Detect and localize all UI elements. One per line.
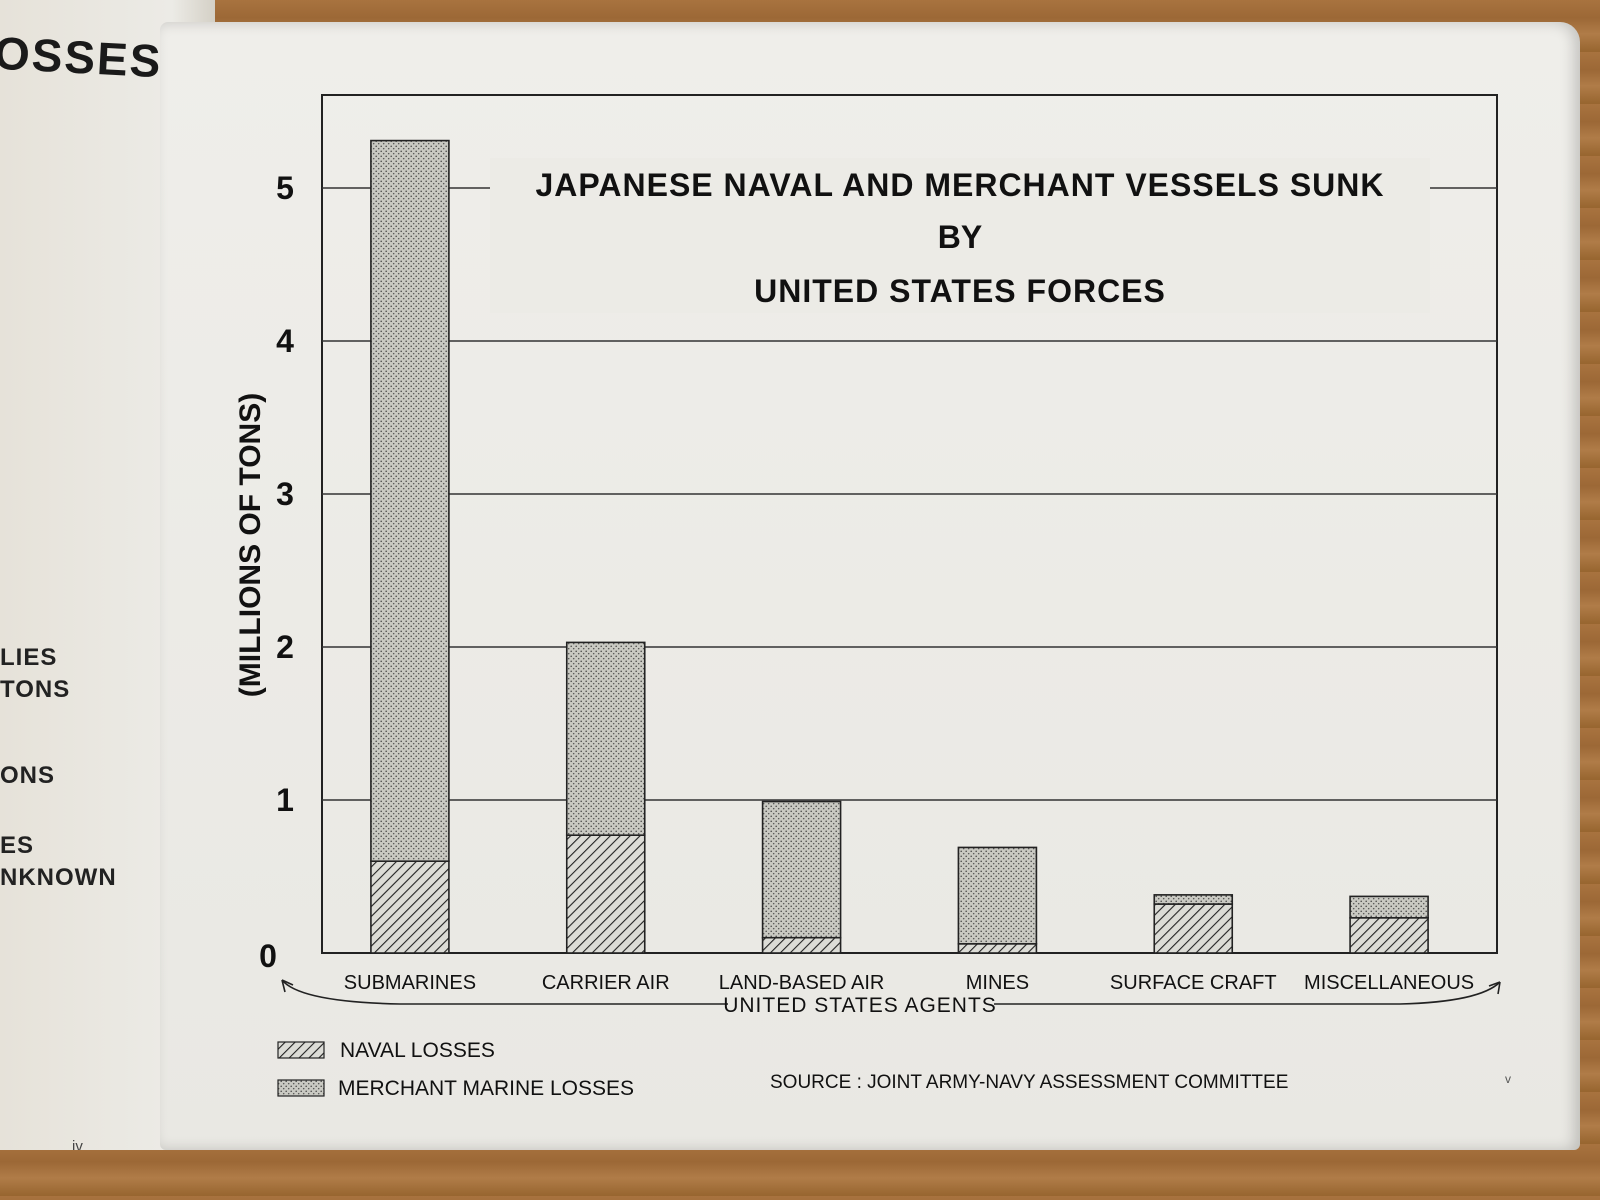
left-page-fragment: ONS [0,762,56,789]
x-axis-arrow-left [281,979,728,1005]
x-tick-label: CARRIER AIR [542,972,670,994]
chart-title-line-2: BY [938,219,982,255]
y-axis-label: (MILLIONS OF TONS) [234,393,267,697]
left-page-fragment: NKNOWN [0,864,117,891]
left-page-fragment: LIES [0,644,58,671]
x-axis-arrow-right [994,981,1501,1005]
x-tick-label: MISCELLANEOUS [1304,972,1474,994]
bar-merchant [761,800,842,939]
source-note: SOURCE : JOINT ARMY-NAVY ASSESSMENT COMM… [770,1072,1288,1093]
x-tick-label: SURFACE CRAFT [1110,972,1277,994]
legend-label-merchant: MERCHANT MARINE LOSSES [338,1077,634,1100]
bars [370,139,1429,954]
y-tick-label: 2 [276,629,294,665]
bar-merchant [1349,895,1429,919]
x-axis-label: UNITED STATES AGENTS [723,994,997,1017]
y-tick-label: 4 [276,323,294,359]
bar-naval [1349,917,1429,954]
legend-swatch-naval [277,1041,325,1059]
bar-naval [957,943,1038,954]
left-page-fragment: ES [0,832,35,859]
chart-title-line-1: JAPANESE NAVAL AND MERCHANT VESSELS SUNK [536,167,1385,203]
x-tick-label: MINES [966,972,1029,994]
right-page-number: v [1505,1072,1511,1086]
bar-merchant [1153,894,1234,905]
title-backdrop [490,158,1430,313]
legend-swatch-merchant [277,1079,325,1097]
bar-merchant [370,139,450,863]
arrow-head-left-icon [281,979,294,993]
left-page-number: iv [72,1138,83,1150]
x-tick-label: SUBMARINES [344,972,476,994]
arrow-head-right-icon [1488,981,1501,995]
left-page-fragment: TONS [0,676,71,703]
bar-naval [565,834,646,954]
x-tick-label: LAND-BASED AIR [719,972,885,994]
plot-frame [321,94,1498,954]
bar-merchant [957,846,1038,945]
bar-naval [761,936,842,954]
bar-naval [1153,903,1234,954]
x-tick-labels: SUBMARINES CARRIER AIR LAND-BASED AIR MINES… [344,972,1474,994]
chart-title-line-3: UNITED STATES FORCES [754,273,1166,309]
y-tick-label: 5 [276,170,294,206]
y-tick-labels: 0 1 2 3 4 5 [259,170,294,974]
y-tick-label: 0 [259,938,277,974]
bar-naval [370,860,450,954]
y-tick-label: 3 [276,476,294,512]
legend-label-naval: NAVAL LOSSES [340,1039,495,1062]
y-tick-label: 1 [276,782,294,818]
bar-merchant [565,641,646,836]
